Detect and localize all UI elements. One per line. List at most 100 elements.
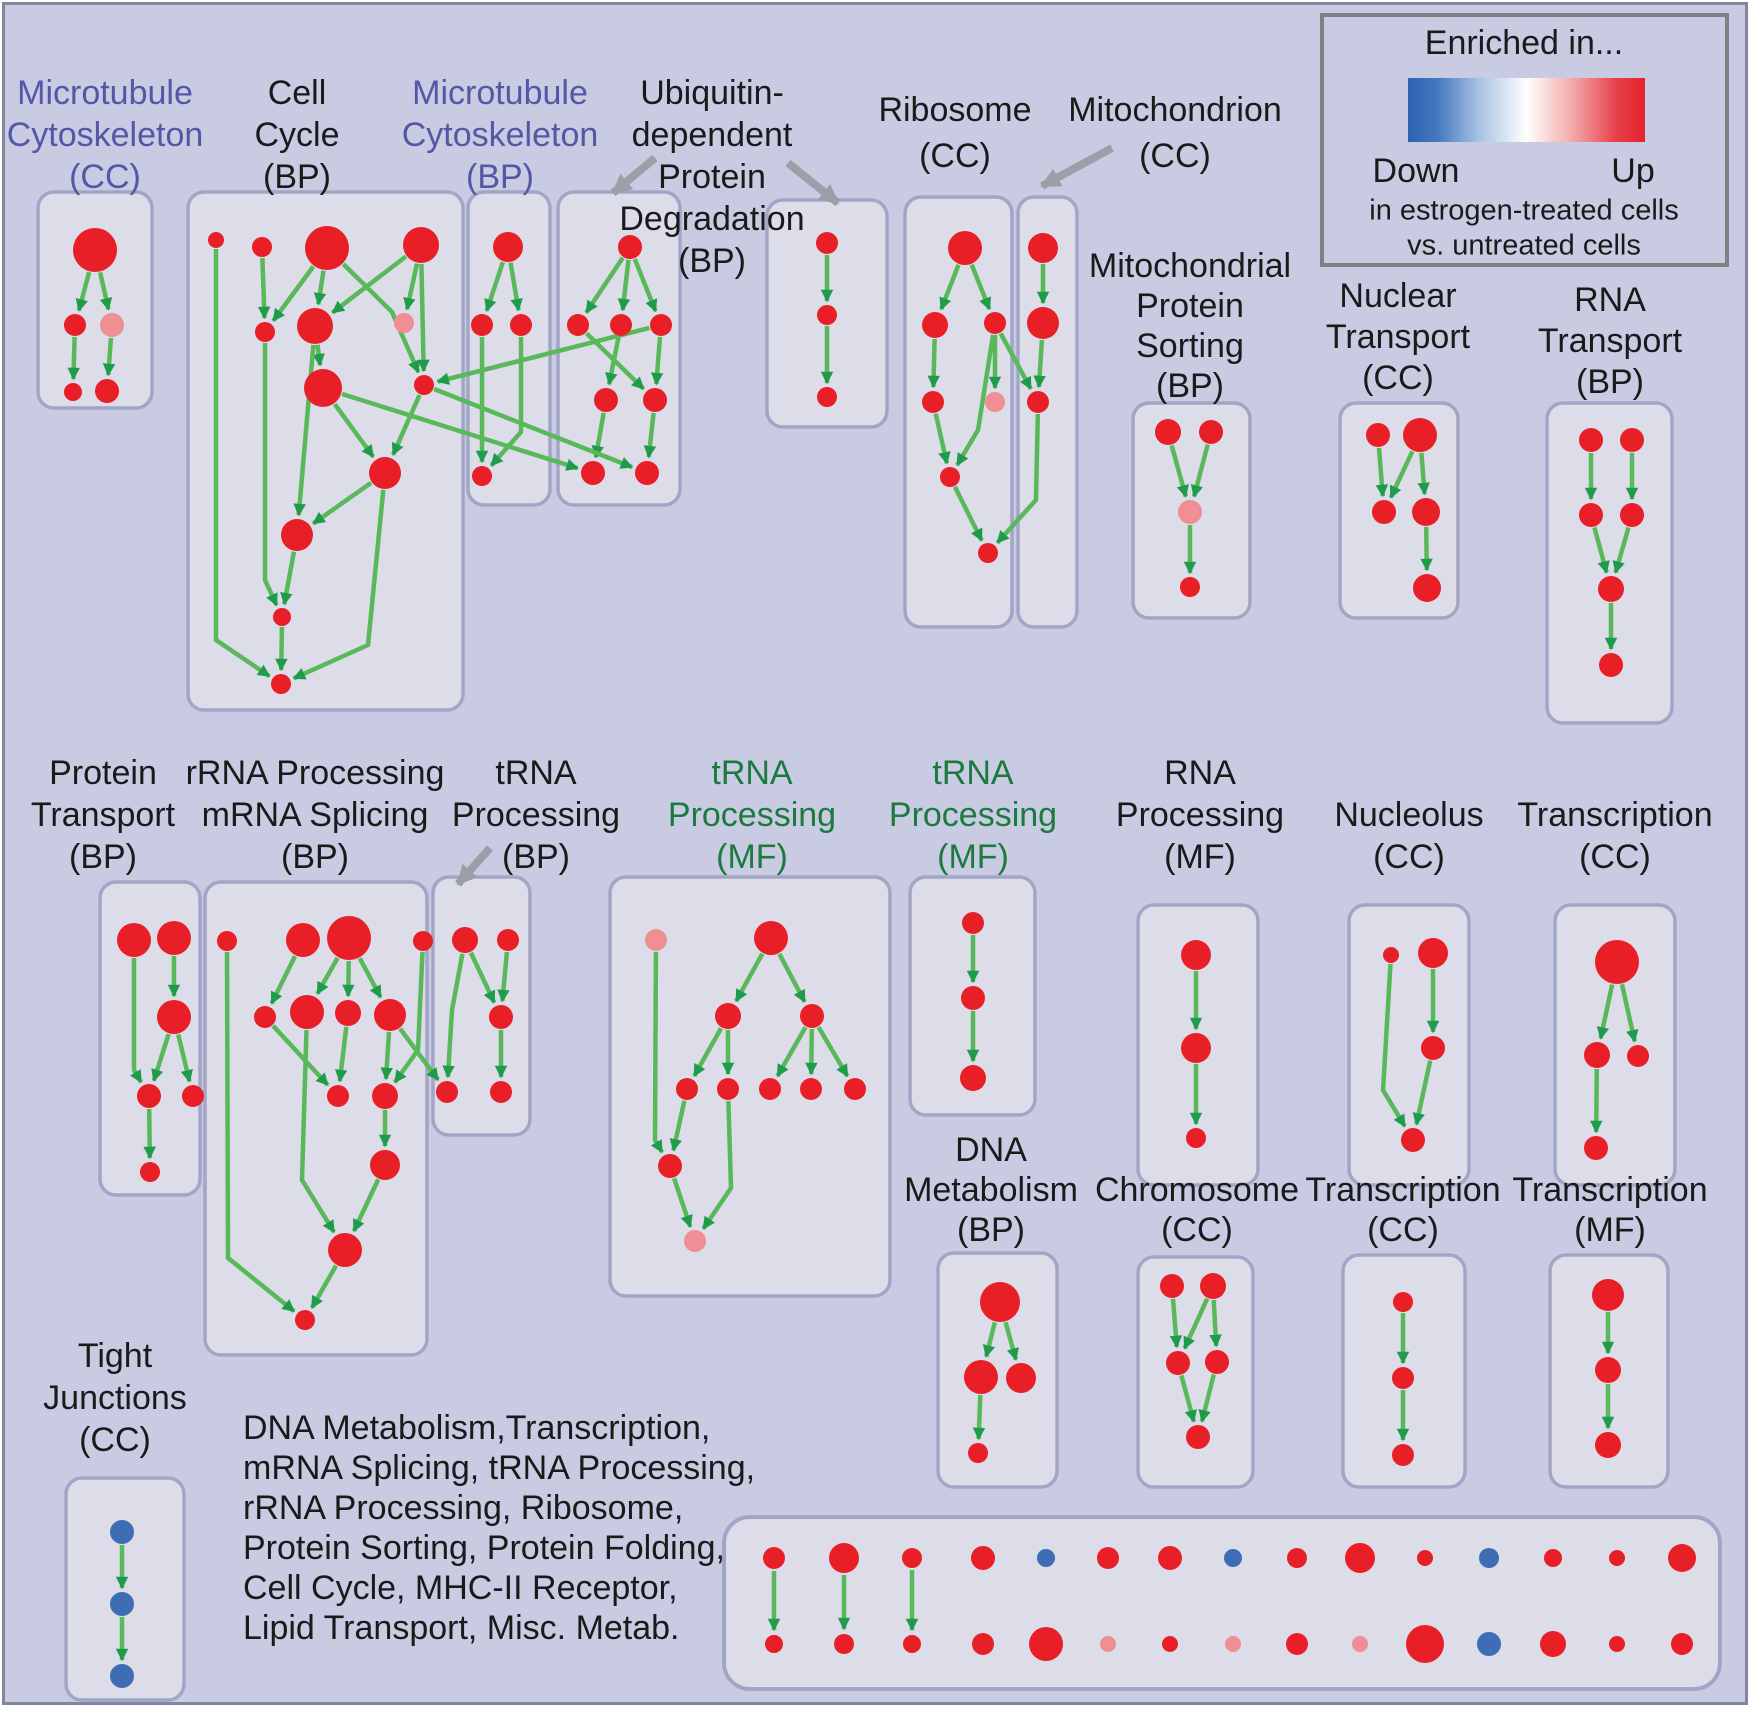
rrna-processing-mrna-splicing-bp-edge-6: [334, 1026, 349, 1083]
rna-transport-bp-node-rt6: [1599, 653, 1623, 677]
cell-cycle-bp-edge-5: [331, 254, 408, 315]
rrna-processing-mrna-splicing-bp-edge-5: [271, 1024, 330, 1087]
misc-band-node-top-9: [1345, 1543, 1375, 1573]
trna-processing-mf-large-node-a5: [676, 1078, 698, 1100]
cell-cycle-bp-node-c9: [414, 375, 434, 395]
legend-subtitle-2: vs. untreated cells: [1407, 230, 1641, 262]
trna-processing-mf-large-edge-9: [671, 1177, 693, 1228]
rrna-processing-mrna-splicing-bp-edge-7: [380, 1031, 393, 1081]
misc-band-node-bottom-11: [1477, 1632, 1501, 1656]
mitochondrial-protein-sorting-bp-label-line-3: (BP): [1156, 367, 1224, 405]
misc-band-node-top-1: [829, 1543, 859, 1573]
nuclear-transport-cc-node-nt5: [1413, 574, 1441, 602]
transcription-cc-lower-label-line-0: Transcription: [1305, 1171, 1500, 1209]
mitochondrial-protein-sorting-bp-node-s4: [1180, 577, 1200, 597]
misc-band-node-bottom-2: [903, 1635, 921, 1653]
legend-subtitle-1: in estrogen-treated cells: [1369, 195, 1679, 227]
misc-band-node-top-8: [1287, 1548, 1307, 1568]
protein-transport-bp-edge-3: [176, 1033, 193, 1083]
microtubule-cytoskeleton-cc-node-mc1: [73, 228, 117, 272]
ribosome-cc-edge-0: [939, 263, 961, 311]
ribosome-cc-node-rb2: [922, 312, 948, 338]
misc-band-node-top-12: [1544, 1549, 1562, 1567]
microtubule-cytoskeleton-cc-label-line-2: (CC): [69, 158, 141, 196]
ubiquitin-degradation-bp-label-line-3: Degradation: [619, 200, 804, 238]
cell-cycle-bp-edge-10: [332, 402, 376, 459]
misc-band-node-bottom-9: [1352, 1636, 1368, 1652]
transcription-cc-lower-node-w1: [1393, 1292, 1413, 1312]
cell-cycle-bp-edge-12: [312, 480, 373, 526]
trna-processing-mf-large-label-line-1: Processing: [668, 796, 836, 834]
rrna-processing-mrna-splicing-bp-node-r4: [413, 931, 433, 951]
tight-junctions-cc-node-j3: [110, 1664, 134, 1688]
mitochondrial-protein-sorting-bp-label-line-0: Mitochondrial: [1089, 247, 1291, 285]
cross-edge-1: [433, 386, 634, 470]
transcription-cc-upper-box: [1553, 903, 1677, 1187]
rrna-processing-mrna-splicing-bp-node-r5: [254, 1006, 276, 1028]
mitochondrial-protein-sorting-bp-node-s3: [1178, 500, 1202, 524]
chromosome-cc-edge-1: [1182, 1297, 1210, 1350]
misc-band-node-bottom-0: [765, 1635, 783, 1653]
cell-cycle-bp-node-c3: [305, 226, 349, 270]
ubiquitin-left-arrow: [610, 154, 658, 197]
cell-cycle-bp-edge-3: [313, 270, 327, 306]
trna-processing-mf-large-node-a8: [800, 1078, 822, 1100]
microtubule-cytoskeleton-bp-node-M2: [471, 314, 493, 336]
ribosome-cc-node-rb4: [922, 391, 944, 413]
microtubule-cytoskeleton-bp-label-line-1: Cytoskeleton: [402, 116, 599, 154]
caption-line-3: Protein Sorting, Protein Folding,: [243, 1529, 725, 1567]
nucleolus-cc-node-g1: [1383, 947, 1399, 963]
misc-band-node-bottom-6: [1162, 1636, 1178, 1652]
nuclear-transport-cc-edge-0: [1375, 447, 1389, 498]
trna-processing-mf-small-node-b2: [961, 986, 985, 1010]
trna-processing-mf-small-label-line-0: tRNA: [932, 754, 1014, 792]
caption-line-1: mRNA Splicing, tRNA Processing,: [243, 1449, 755, 1487]
trna-processing-bp-label-line-1: Processing: [452, 796, 620, 834]
cell-cycle-bp-edge-1: [257, 257, 271, 320]
misc-band-node-top-10: [1417, 1550, 1433, 1566]
cell-cycle-bp-edge-13: [262, 343, 279, 607]
mitochondrial-protein-sorting-bp-label-line-1: Protein: [1136, 287, 1244, 325]
ubiquitin-degradation-bp-label-line-1: dependent: [632, 116, 793, 154]
caption-line-0: DNA Metabolism,Transcription,: [243, 1409, 710, 1447]
dna-metabolism-bp-label-line-0: DNA: [955, 1131, 1027, 1169]
nuclear-transport-cc-edge-1: [1388, 450, 1415, 499]
cell-cycle-bp-node-c12: [273, 608, 291, 626]
trna-processing-bp-node-t5: [490, 1081, 512, 1103]
misc-band-node-top-2: [902, 1548, 922, 1568]
ubiquitin-degradation-bp-node-u8: [635, 461, 659, 485]
microtubule-cytoskeleton-bp-node-M1: [493, 232, 523, 262]
misc-band-node-top-14: [1668, 1544, 1696, 1572]
trna-processing-bp-node-t4: [436, 1081, 458, 1103]
microtubule-cytoskeleton-cc-edge-0: [75, 271, 92, 312]
ubiquitin-degradation-bp-node-u3: [610, 314, 632, 336]
ubiquitin-degradation-bp-edge-5: [650, 336, 664, 386]
ubiquitin-degradation-bp-2-node-nb1: [816, 232, 838, 254]
nuclear-transport-cc-node-nt2: [1403, 418, 1437, 452]
cell-cycle-bp-node-c10: [369, 457, 401, 489]
legend-up-label: Up: [1611, 152, 1654, 190]
rrna-processing-mrna-splicing-bp-node-r10: [372, 1083, 398, 1109]
chromosome-cc-node-h4: [1205, 1350, 1229, 1374]
rrna-processing-mrna-splicing-bp-edge-11: [309, 1264, 339, 1309]
protein-transport-bp-node-p3: [157, 1000, 191, 1034]
misc-band-node-bottom-13: [1609, 1636, 1625, 1652]
ubiquitin-degradation-bp-node-u4: [650, 314, 672, 336]
chromosome-cc-box: [1136, 1255, 1255, 1489]
ubiquitin-degradation-bp-label-line-4: (BP): [678, 242, 746, 280]
ribosome-cc-node-rb3: [984, 312, 1006, 334]
protein-transport-bp-edge-0: [129, 958, 143, 1084]
cell-cycle-bp-edge-11: [391, 394, 422, 456]
tight-junctions-cc-node-j2: [110, 1592, 134, 1616]
misc-band-node-top-3: [971, 1546, 995, 1570]
trna-processing-mf-large-edge-1: [777, 952, 807, 1003]
transcription-cc-lower-label-line-1: (CC): [1367, 1211, 1439, 1249]
microtubule-cytoskeleton-bp-label-line-0: Microtubule: [412, 74, 588, 112]
microtubule-cytoskeleton-cc-label-line-0: Microtubule: [17, 74, 193, 112]
trna-processing-mf-large-edge-6: [816, 1026, 850, 1078]
nuclear-transport-cc-label-line-2: (CC): [1362, 359, 1434, 397]
ubiquitin-degradation-bp-node-u1: [618, 235, 642, 259]
rrna-processing-mrna-splicing-bp-box: [203, 880, 429, 1357]
cross-edge-3: [998, 332, 1033, 390]
legend-down-label: Down: [1373, 152, 1460, 190]
